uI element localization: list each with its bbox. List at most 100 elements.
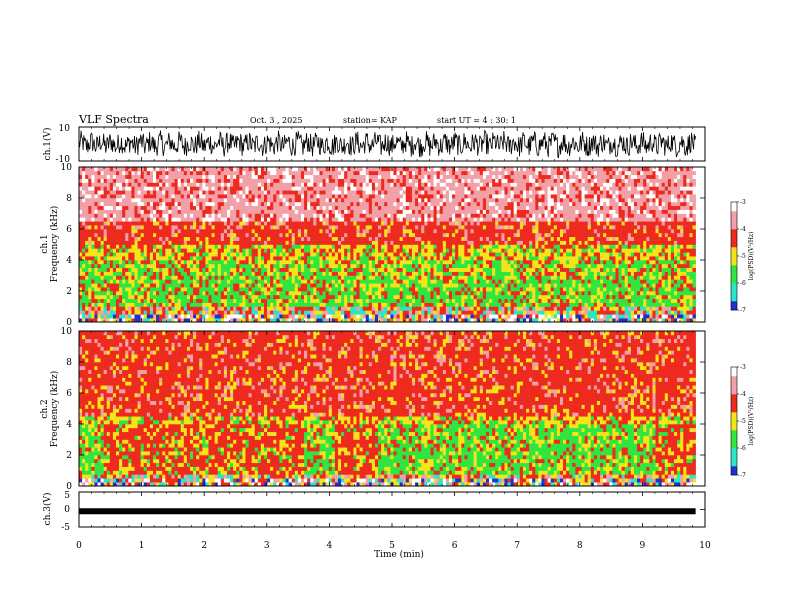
p2-cell [612, 236, 616, 241]
p2-cell [402, 310, 407, 315]
p2-cell [646, 314, 650, 319]
p2-cell [100, 252, 104, 257]
p2-cell [134, 244, 138, 249]
p2-cell [501, 275, 505, 280]
p2-cell [489, 318, 493, 323]
p2-cell [91, 236, 95, 241]
p2-cell [276, 291, 280, 296]
p2-cell [445, 232, 450, 238]
p2-cell [79, 279, 83, 284]
p2-cell [399, 275, 404, 280]
p2-cell [603, 275, 607, 280]
p2-cell [248, 240, 252, 245]
p2-cell [532, 275, 536, 280]
p2-cell [689, 263, 693, 269]
p2-cell [418, 318, 422, 323]
p2-cell [310, 267, 314, 272]
p2-cell [350, 302, 354, 307]
p2-cell [516, 318, 521, 323]
p2-cell [526, 314, 530, 319]
p2-cell [263, 252, 268, 257]
p2-cell [254, 263, 259, 269]
p2-cell [445, 267, 450, 272]
p2-cell [399, 279, 404, 284]
p2-cell [285, 244, 289, 249]
p2-cell [572, 294, 576, 300]
p2-cell [633, 291, 638, 296]
p2-cell [470, 310, 474, 315]
p2-cell [516, 287, 521, 292]
p2-cell [418, 298, 422, 303]
p2-cell [294, 279, 299, 284]
p2-cell [677, 302, 681, 307]
p2-cell [334, 263, 339, 269]
p2-cell [384, 248, 388, 253]
p2-cell [448, 302, 453, 307]
p2-cell [507, 271, 511, 276]
p2-cell [128, 298, 132, 303]
p2-cell [94, 229, 98, 234]
p2-cell [600, 287, 604, 292]
p2-cell [637, 252, 641, 257]
p2-cell [384, 275, 388, 280]
p2-cell [482, 294, 487, 300]
p2-cell [242, 279, 246, 284]
p2-cell [220, 298, 225, 303]
ch1-spectrogram-cells [79, 167, 696, 323]
p2-cell [390, 279, 394, 284]
p2-cell [538, 314, 542, 319]
p2-cell [208, 314, 212, 319]
p2-cell [310, 306, 314, 311]
p2-cell [408, 283, 413, 288]
p2-cell [378, 302, 382, 307]
p2-cell [254, 298, 259, 303]
p2-cell [245, 287, 249, 292]
p2-cell [140, 291, 145, 296]
p2-cell [103, 302, 108, 307]
p2-cell [146, 314, 151, 319]
p2-cell [251, 232, 256, 238]
p2-cell [162, 267, 166, 272]
p2-cell [556, 314, 561, 319]
p2-cell [387, 260, 391, 265]
p2-cell [630, 291, 635, 296]
p2-cell [624, 248, 629, 253]
p2-cell [513, 314, 518, 319]
p2-cell [291, 248, 296, 253]
p2-cell [350, 275, 354, 280]
p2-cell [368, 279, 373, 284]
p2-cell [556, 275, 561, 280]
p2-cell [479, 279, 484, 284]
p2-cell [476, 240, 481, 245]
p2-cell [670, 306, 675, 311]
p2-cell [313, 314, 317, 319]
p2-cell [584, 314, 588, 319]
p2-cell [122, 298, 126, 303]
p2-cell [217, 294, 222, 300]
p2-cell [584, 229, 588, 234]
p2-cell [510, 318, 515, 323]
p2-cell [396, 260, 400, 265]
p2-cell [646, 310, 650, 315]
p2-cell [538, 248, 542, 253]
p2-cell [578, 306, 582, 311]
p2-cell [433, 229, 437, 234]
p2-cell [251, 263, 256, 269]
p2-cell [125, 298, 129, 303]
p2-cell [79, 248, 83, 253]
p2-cell [100, 283, 104, 288]
p2-cell [541, 267, 545, 272]
p2-cell [189, 263, 194, 269]
p2-cell [418, 271, 422, 276]
p2-cell [513, 283, 518, 288]
p2-cell [516, 267, 521, 272]
p2-cell [566, 294, 570, 300]
p2-cell [304, 279, 308, 284]
p2-cell [137, 267, 141, 272]
p2-cell [79, 318, 83, 323]
p2-cell [128, 229, 132, 234]
p2-cell [692, 260, 696, 265]
p2-cell [214, 263, 219, 269]
p2-cell [322, 248, 326, 253]
p2-cell [646, 306, 650, 311]
